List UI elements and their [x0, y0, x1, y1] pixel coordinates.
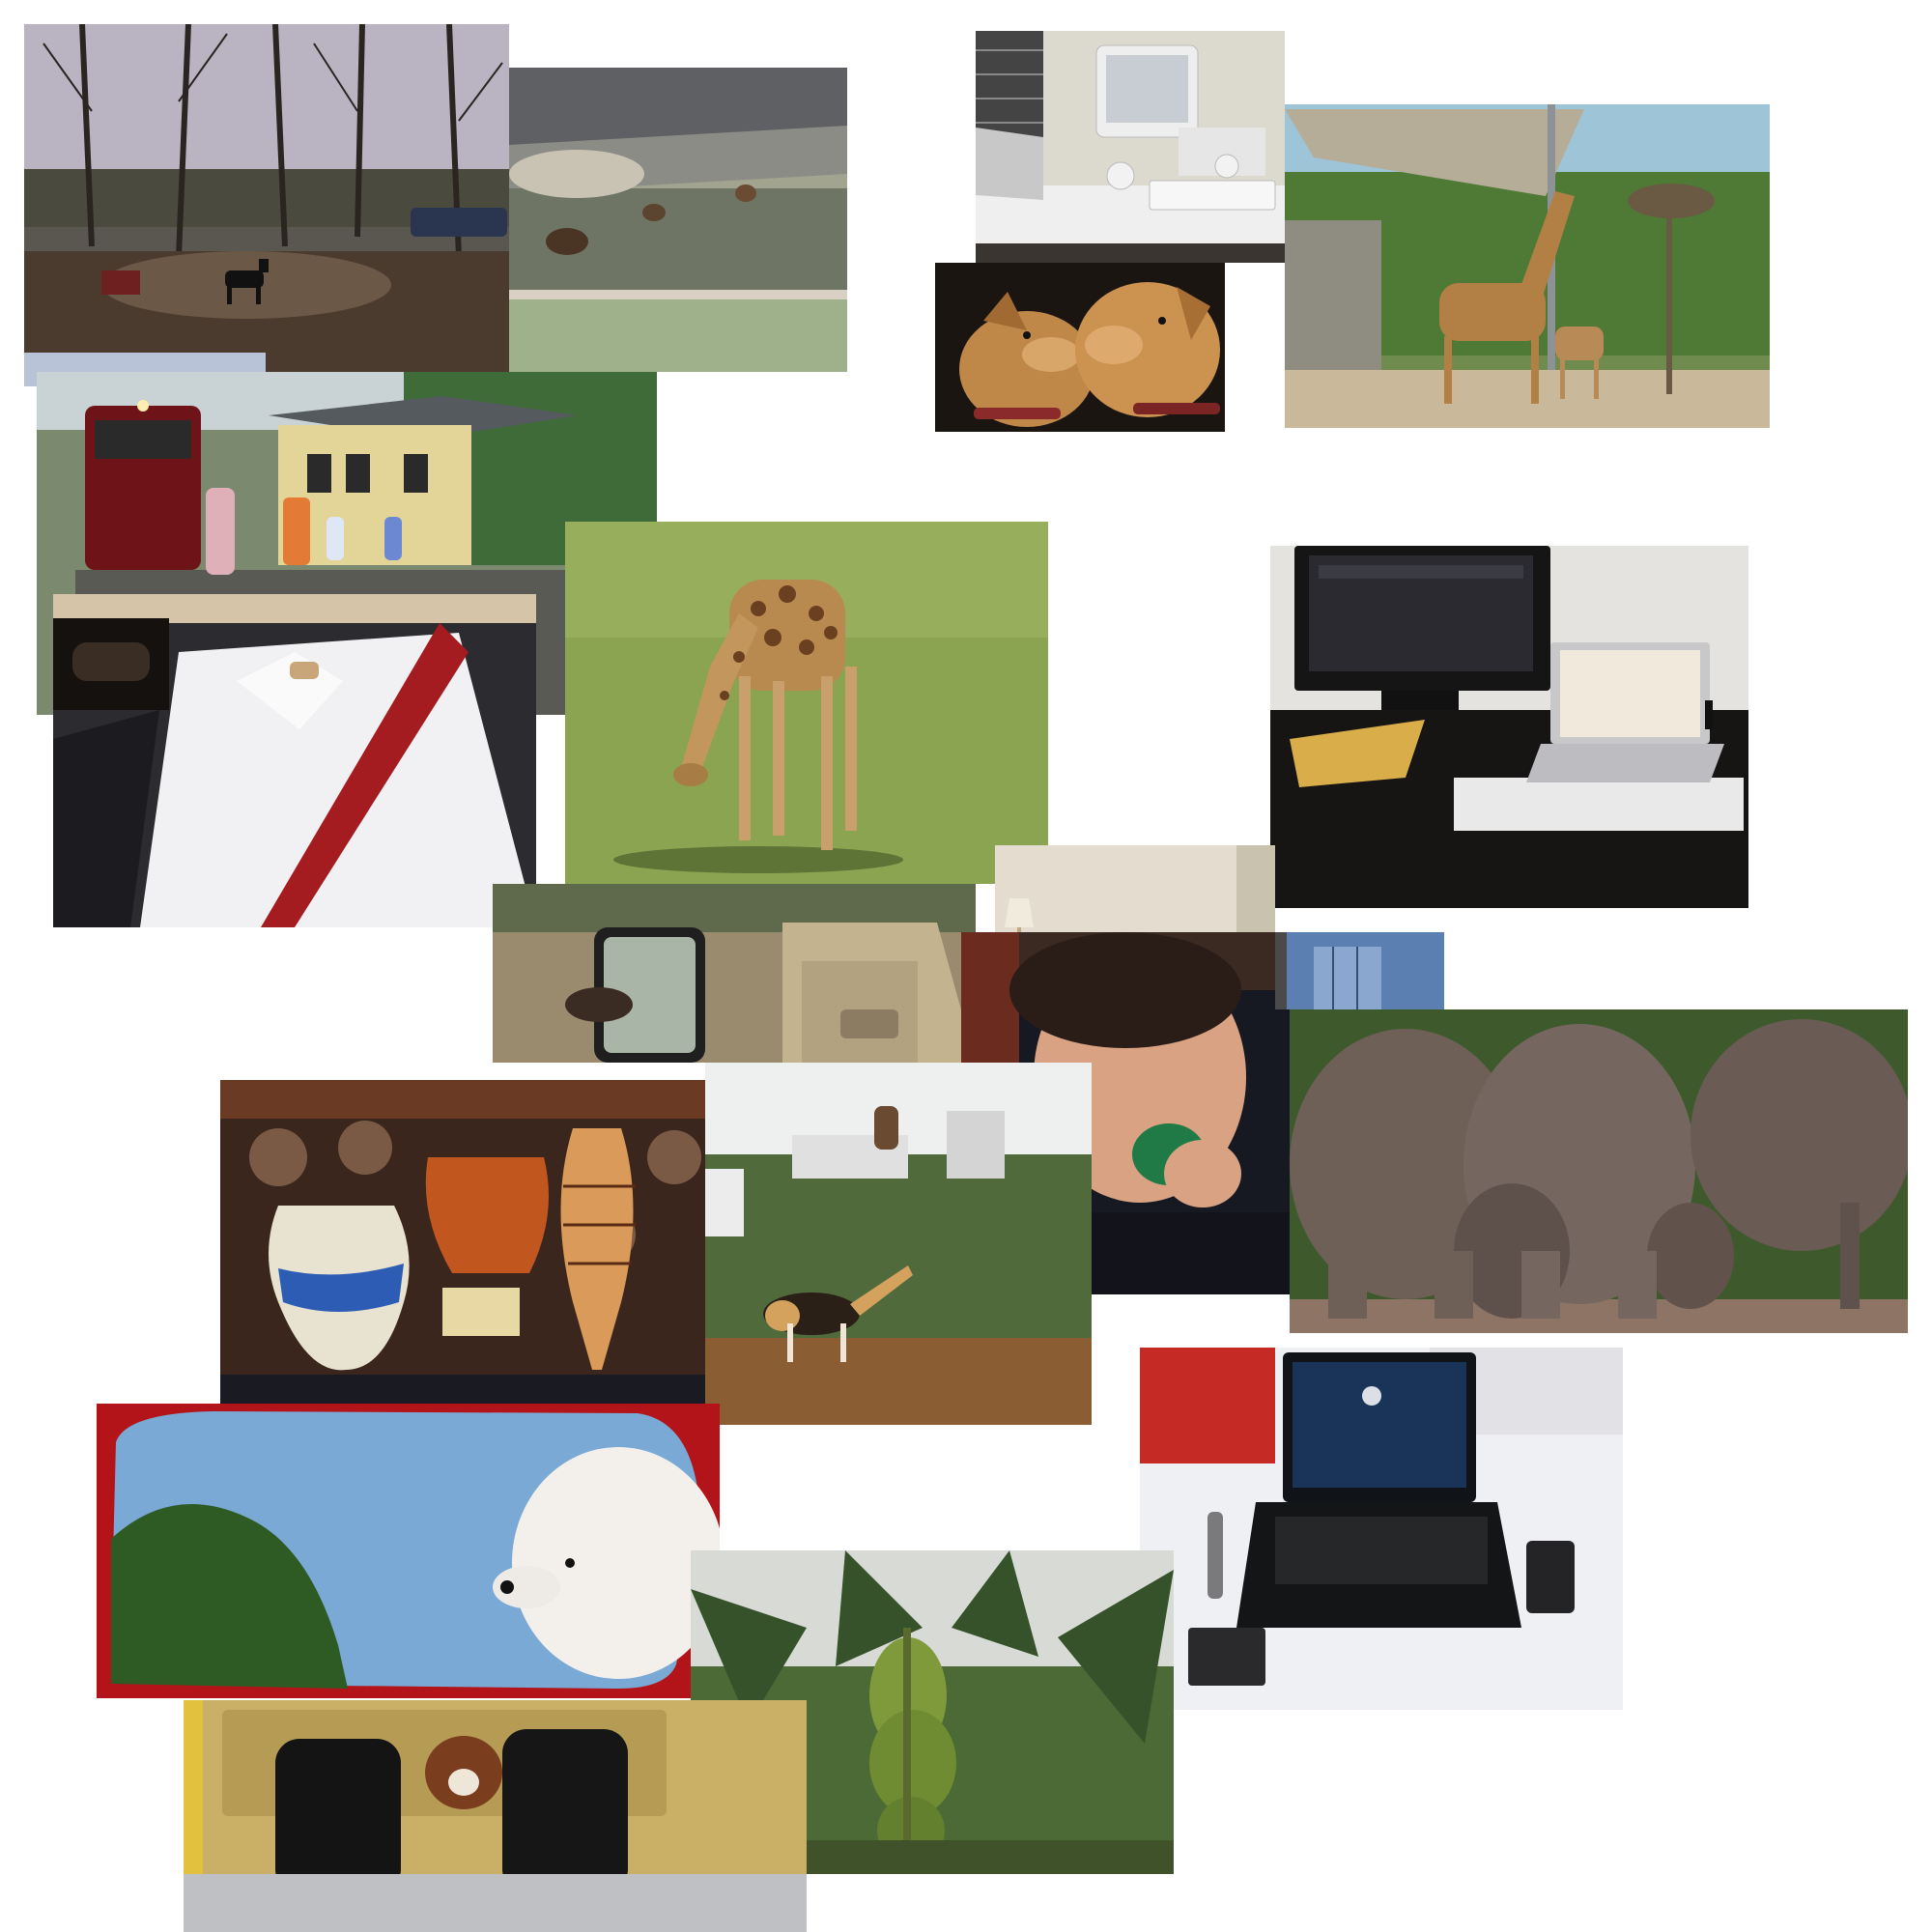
photo-bears-river: Bears wading in a shallow rocky river [509, 68, 847, 372]
photo-laptop-phone: Toshiba laptop, phone and gadgets on a t… [1140, 1348, 1623, 1710]
photo-elephants: Herd of elephants with calves [1290, 1009, 1908, 1333]
photo-dog-convertible: Small dog sitting in a convertible car s… [184, 1700, 807, 1932]
photo-giraffes-canopy: Giraffes under a shade canopy at a zoo [1285, 104, 1770, 428]
photo-dog-in-yard: Dog standing in a muddy yard among bare … [24, 24, 509, 386]
photo-shirt-tie: White dress shirt, red tie and black sho… [53, 594, 536, 927]
photo-two-dogs: Two dogs face to face [935, 263, 1225, 432]
photo-bird-mirror: Bird perched on a vehicle side mirror [493, 884, 976, 1063]
photo-beagle-office: Beagle walking across an office floor [705, 1063, 1092, 1425]
photo-giraffe-grazing: Young giraffe grazing on grass [565, 522, 1048, 884]
photo-computer-desk: Desktop computer and laptop on a white d… [976, 31, 1285, 263]
photo-dog-car-mirror: Fluffy white dog reflected in a red car … [97, 1404, 720, 1698]
photo-tv-laptop-desk: TV screen and laptop on a black desk [1270, 546, 1748, 908]
photo-greek-pottery: Decorated Greek pottery vases on display [220, 1080, 705, 1404]
photo-office-window: Office window with city view [1275, 932, 1444, 1009]
